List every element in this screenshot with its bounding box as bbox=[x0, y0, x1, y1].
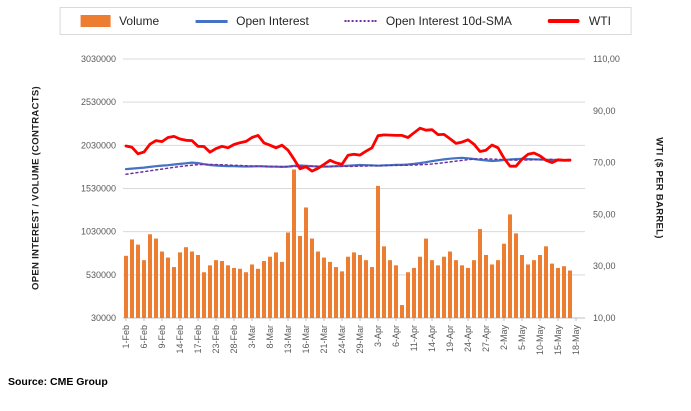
svg-text:30,00: 30,00 bbox=[593, 261, 616, 271]
svg-text:30000: 30000 bbox=[91, 313, 116, 323]
svg-text:29-Mar: 29-Mar bbox=[355, 325, 365, 354]
svg-text:9-Feb: 9-Feb bbox=[157, 325, 167, 349]
open-interest-swatch bbox=[195, 19, 228, 23]
legend-label-volume: Volume bbox=[119, 14, 160, 28]
sma-swatch bbox=[344, 20, 377, 22]
svg-text:10-May: 10-May bbox=[535, 325, 545, 356]
svg-text:3-Mar: 3-Mar bbox=[247, 325, 257, 349]
svg-text:2030000: 2030000 bbox=[81, 140, 116, 150]
svg-text:27-Apr: 27-Apr bbox=[481, 325, 491, 352]
svg-text:24-Apr: 24-Apr bbox=[463, 325, 473, 352]
svg-text:17-Feb: 17-Feb bbox=[193, 325, 203, 354]
svg-text:23-Feb: 23-Feb bbox=[211, 325, 221, 354]
legend-label-open-interest: Open Interest bbox=[236, 14, 309, 28]
legend-item-volume: Volume bbox=[80, 14, 159, 28]
svg-text:3030000: 3030000 bbox=[81, 54, 116, 64]
svg-text:18-May: 18-May bbox=[571, 325, 581, 356]
legend-item-open-interest: Open Interest bbox=[195, 14, 309, 28]
svg-text:14-Feb: 14-Feb bbox=[175, 325, 185, 354]
svg-text:16-Mar: 16-Mar bbox=[301, 325, 311, 354]
svg-text:90,00: 90,00 bbox=[593, 106, 616, 116]
svg-text:11-Apr: 11-Apr bbox=[409, 325, 419, 351]
left-axis-title: OPEN INTEREST / VOLUME (CONTRACTS) bbox=[30, 86, 42, 290]
svg-text:15-May: 15-May bbox=[553, 325, 563, 356]
svg-text:50,00: 50,00 bbox=[593, 209, 616, 219]
svg-text:5-May: 5-May bbox=[517, 325, 527, 351]
svg-text:3-Apr: 3-Apr bbox=[373, 325, 383, 347]
legend-item-wti: WTI bbox=[547, 14, 611, 28]
svg-text:10,00: 10,00 bbox=[593, 313, 616, 323]
svg-text:24-Mar: 24-Mar bbox=[337, 325, 347, 354]
legend: Volume Open Interest Open Interest 10d-S… bbox=[59, 7, 632, 35]
svg-text:6-Apr: 6-Apr bbox=[391, 325, 401, 347]
svg-text:19-Apr: 19-Apr bbox=[445, 325, 455, 352]
svg-text:530000: 530000 bbox=[86, 270, 116, 280]
svg-text:1-Feb: 1-Feb bbox=[121, 325, 131, 349]
svg-text:70,00: 70,00 bbox=[593, 158, 616, 168]
svg-text:14-Apr: 14-Apr bbox=[427, 325, 437, 352]
svg-text:8-Mar: 8-Mar bbox=[265, 325, 275, 349]
svg-text:6-Feb: 6-Feb bbox=[139, 325, 149, 349]
svg-text:21-Mar: 21-Mar bbox=[319, 325, 329, 354]
svg-text:28-Feb: 28-Feb bbox=[229, 325, 239, 354]
legend-label-sma: Open Interest 10d-SMA bbox=[385, 14, 512, 28]
legend-item-sma: Open Interest 10d-SMA bbox=[344, 14, 512, 28]
source-note: Source: CME Group bbox=[8, 376, 108, 388]
svg-text:1530000: 1530000 bbox=[81, 184, 116, 194]
svg-text:13-Mar: 13-Mar bbox=[283, 325, 293, 354]
right-axis-title: WTI ($ PER BARREL) bbox=[653, 137, 665, 239]
wti-swatch bbox=[547, 19, 580, 23]
svg-text:1030000: 1030000 bbox=[81, 227, 116, 237]
svg-text:110,00: 110,00 bbox=[593, 54, 620, 64]
svg-text:2-May: 2-May bbox=[499, 325, 509, 351]
volume-swatch bbox=[80, 15, 111, 27]
legend-label-wti: WTI bbox=[588, 14, 611, 28]
svg-text:2530000: 2530000 bbox=[81, 97, 116, 107]
